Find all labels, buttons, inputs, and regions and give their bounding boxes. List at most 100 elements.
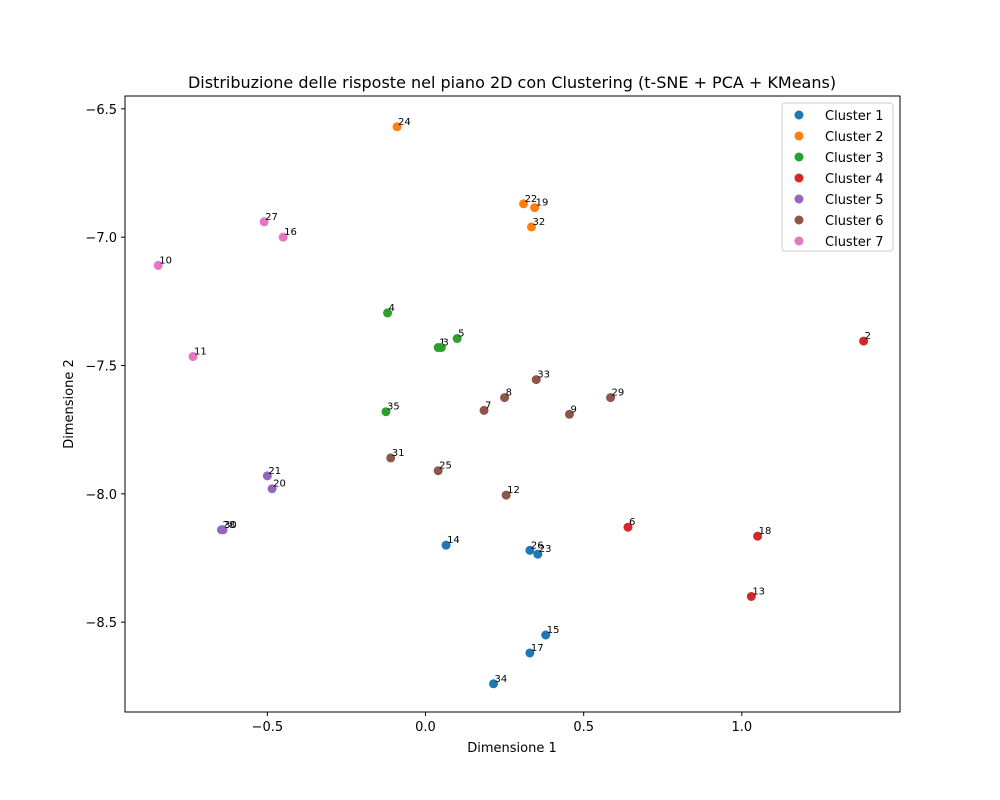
legend-entry-label: Cluster 1 [825,109,884,124]
point-label: 35 [387,402,400,413]
data-point [541,630,551,640]
point-label: 25 [439,461,452,472]
point-label: 29 [612,388,625,399]
point-label: 21 [268,466,281,477]
data-point [441,540,451,550]
point-label: 32 [532,217,545,228]
point-label: 20 [273,479,286,490]
data-point [452,334,462,344]
data-point [526,222,536,232]
point-label: 26 [531,540,544,551]
data-point [262,471,272,481]
chart-title: Distribuzione delle risposte nel piano 2… [188,73,836,92]
x-axis-ticks: −0.5 0.0 0.5 1.0 [252,712,752,735]
legend-entry-label: Cluster 5 [825,193,884,208]
point-label: 18 [759,526,772,537]
legend-marker [794,194,804,204]
data-point [278,232,288,242]
data-point [383,308,393,318]
point-label: 3 [442,338,448,349]
legend-items: Cluster 1 Cluster 2 Cluster 3 Cluster 4 Clus… [794,109,884,250]
data-point [501,490,511,500]
data-point [623,522,633,532]
legend-marker [794,152,804,162]
point-label: 22 [525,194,538,205]
point-label: 15 [547,625,560,636]
data-point [519,199,529,209]
point-label: 12 [507,485,520,496]
point-label: 14 [447,535,460,546]
y-axis-ticks: −6.5 −7.0 −7.5 −8.0 −8.5 [85,103,125,631]
y-tick-label: −6.5 [85,103,117,118]
point-label: 23 [539,544,552,555]
point-label: 30 [224,520,237,531]
data-point [564,409,574,419]
data-point [489,679,499,689]
legend-entry-label: Cluster 6 [825,214,884,229]
point-label: 5 [458,329,464,340]
data-point [218,525,228,535]
legend-frame [781,102,894,252]
legend-marker [794,215,804,225]
point-label: 9 [570,404,576,415]
point-label: 8 [506,388,512,399]
point-label: 6 [629,517,635,528]
data-point [381,407,391,417]
point-label: 13 [752,587,765,598]
point-label: 7 [485,400,491,411]
point-label: 16 [284,227,297,238]
point-label: 28 [222,520,235,531]
data-point [753,531,763,541]
point-label: 31 [392,448,405,459]
points-layer: 14 26231517342422193241353526181321202830… [153,117,871,689]
data-point [153,260,163,270]
x-tick-label: 1.0 [731,720,752,735]
y-tick-label: −8.0 [85,488,117,503]
x-axis-label: Dimensione 1 [467,741,557,756]
y-axis-label: Dimensione 2 [62,359,77,449]
legend-marker [794,131,804,141]
point-label: 24 [398,117,411,128]
data-point [746,592,756,601]
data-point [267,484,277,494]
legend-marker [794,236,804,246]
legend: Cluster 1 Cluster 2 Cluster 3 Cluster 4 Clus… [781,102,894,252]
data-point [479,405,489,415]
data-point [386,453,396,463]
data-point [433,466,443,476]
point-label: 19 [536,198,549,209]
legend-entry-label: Cluster 4 [825,172,884,187]
plot-frame [124,95,901,713]
y-tick-label: −7.5 [85,360,117,375]
data-point [188,352,198,362]
data-point [392,122,402,132]
data-point [436,343,446,353]
legend-entry-label: Cluster 7 [825,235,884,250]
point-label: 2 [865,331,871,342]
x-tick-label: −0.5 [252,720,284,735]
legend-marker [794,173,804,183]
data-point [259,217,269,227]
data-point [606,393,616,403]
legend-entry-label: Cluster 2 [825,130,884,145]
legend-entry-label: Cluster 3 [825,151,884,166]
data-point [525,545,535,555]
data-point [859,336,869,346]
y-tick-label: −7.0 [85,231,117,246]
data-point [533,549,543,559]
point-label: 11 [194,347,207,358]
point-label: 10 [159,255,172,266]
point-label: 4 [389,303,395,314]
point-label: 34 [495,674,508,685]
data-point [531,375,541,385]
point-label: 1 [439,338,445,349]
point-label: 27 [265,212,278,223]
x-tick-label: 0.0 [415,720,436,735]
point-label: 33 [537,370,550,381]
x-tick-label: 0.5 [573,720,594,735]
data-point [525,648,535,658]
y-tick-label: −8.5 [85,616,117,631]
data-point [530,203,540,213]
data-point [500,393,510,403]
